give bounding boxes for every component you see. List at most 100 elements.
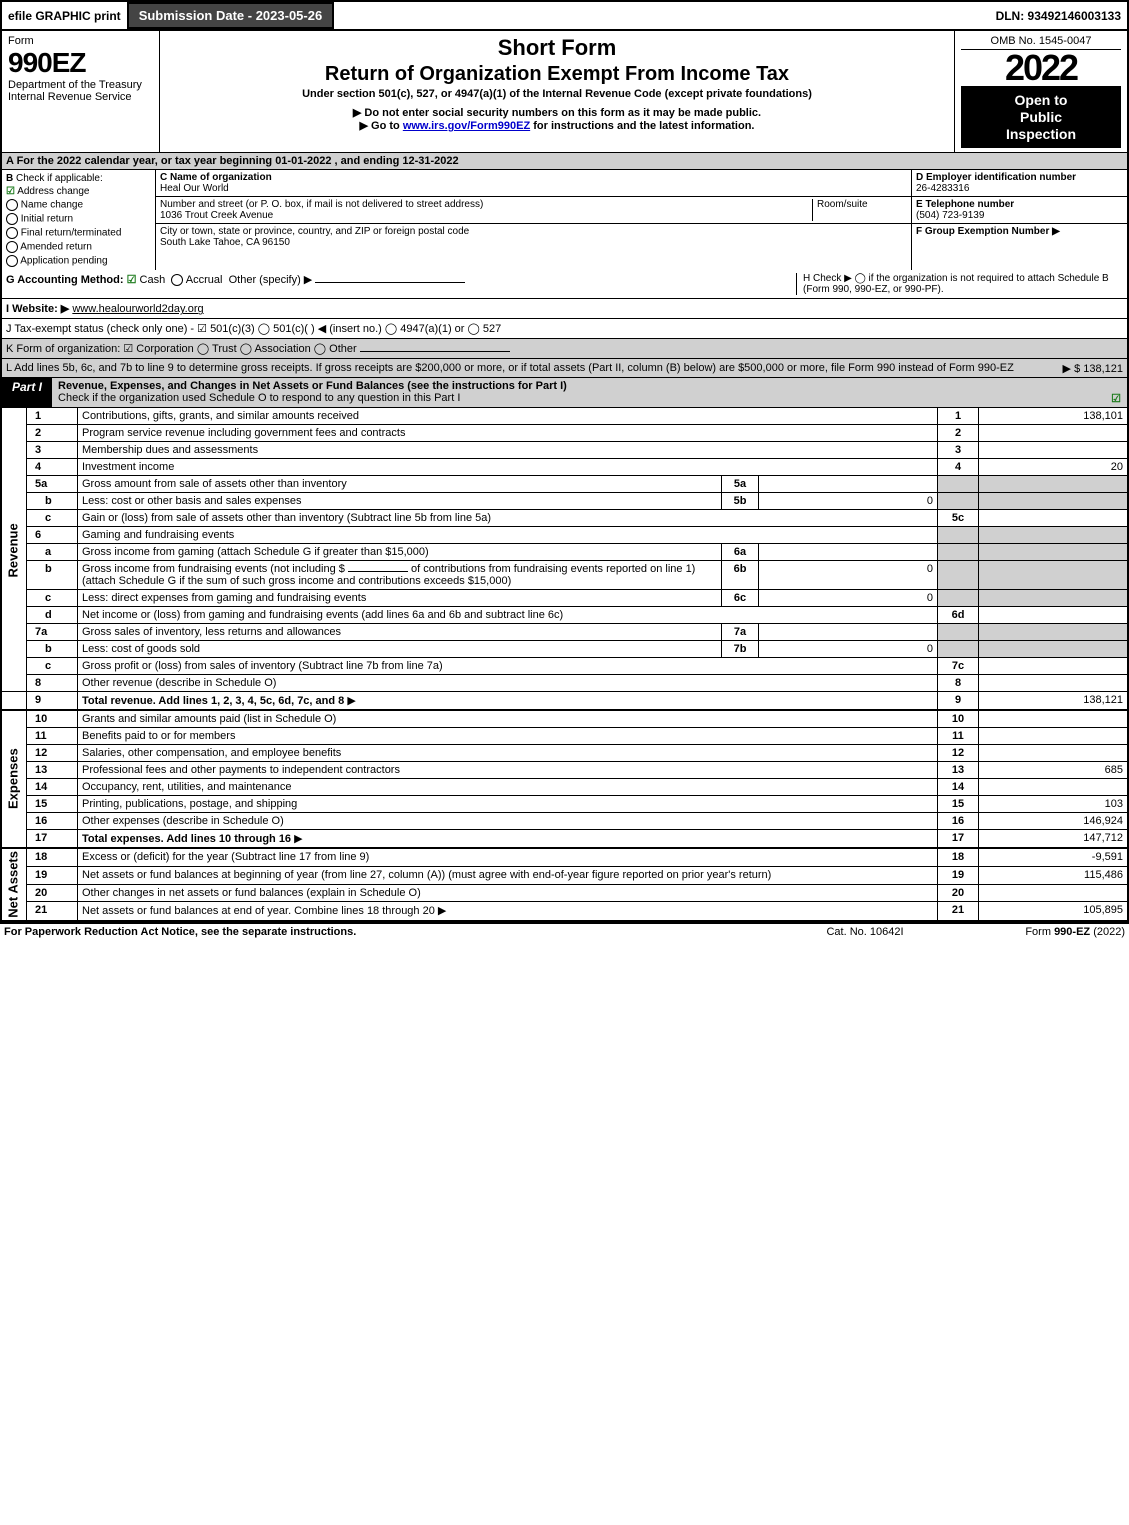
c-street-box: Number and street (or P. O. box, if mail… [156, 197, 911, 224]
dln: DLN: 93492146003133 [990, 7, 1127, 25]
info-grid: B Check if applicable: ☑ Address change … [0, 170, 1129, 270]
k-blank [360, 351, 510, 352]
tax-year: 2022 [961, 50, 1121, 86]
line-15: 15Printing, publications, postage, and s… [1, 796, 1128, 813]
section-b: B Check if applicable: ☑ Address change … [2, 170, 156, 270]
line-7a: 7aGross sales of inventory, less returns… [1, 624, 1128, 641]
checkmark-icon: ☑ [127, 274, 137, 286]
section-a: A For the 2022 calendar year, or tax yea… [0, 153, 1129, 170]
header-left: Form 990EZ Department of the Treasury In… [2, 31, 160, 152]
d-label: D Employer identification number [916, 172, 1076, 183]
form-header: Form 990EZ Department of the Treasury In… [0, 31, 1129, 153]
section-g: G Accounting Method: ☑ Cash Accrual Othe… [6, 273, 796, 295]
go-to: ▶ Go to www.irs.gov/Form990EZ for instru… [166, 119, 948, 132]
part1-title: Revenue, Expenses, and Changes in Net As… [52, 378, 1127, 407]
g-cash: Cash [140, 274, 166, 286]
part1-header: Part I Revenue, Expenses, and Changes in… [0, 378, 1129, 408]
e-label: E Telephone number [916, 199, 1014, 210]
g-label: G Accounting Method: [6, 274, 124, 286]
line-14: 14Occupancy, rent, utilities, and mainte… [1, 779, 1128, 796]
line-11: 11Benefits paid to or for members 11 [1, 728, 1128, 745]
line-19: 19Net assets or fund balances at beginni… [1, 867, 1128, 885]
f-box: F Group Exemption Number ▶ [912, 224, 1127, 239]
line-1: Revenue 1 Contributions, gifts, grants, … [1, 408, 1128, 425]
line-6b: bGross income from fundraising events (n… [1, 561, 1128, 590]
circle-icon [6, 199, 18, 211]
go-to-suffix: for instructions and the latest informat… [533, 120, 754, 132]
line-13: 13Professional fees and other payments t… [1, 762, 1128, 779]
form-label: Form [8, 35, 153, 47]
section-c: C Name of organization Heal Our World Nu… [156, 170, 912, 270]
b-label: B [6, 173, 13, 184]
line-5c: cGain or (loss) from sale of assets othe… [1, 510, 1128, 527]
part1-tab: Part I [2, 378, 52, 407]
line-6a: aGross income from gaming (attach Schedu… [1, 544, 1128, 561]
org-name: Heal Our World [160, 183, 229, 194]
k-text: K Form of organization: ☑ Corporation ◯ … [6, 343, 357, 355]
line-7c: cGross profit or (loss) from sales of in… [1, 658, 1128, 675]
circle-icon [6, 227, 18, 239]
c-street-label: Number and street (or P. O. box, if mail… [160, 199, 483, 210]
line-8: 8Other revenue (describe in Schedule O) … [1, 675, 1128, 692]
l-amount: ▶ $ 138,121 [1063, 362, 1123, 375]
efile-label: efile GRAPHIC print [2, 7, 127, 25]
footer-left: For Paperwork Reduction Act Notice, see … [4, 926, 765, 938]
section-a-text: A For the 2022 calendar year, or tax yea… [6, 155, 459, 167]
header-center: Short Form Return of Organization Exempt… [160, 31, 955, 152]
do-not-enter: ▶ Do not enter social security numbers o… [166, 106, 948, 119]
g-other: Other (specify) ▶ [229, 274, 313, 286]
c-city-label: City or town, state or province, country… [160, 226, 469, 237]
inspection: Inspection [965, 126, 1117, 143]
line-18: Net Assets 18Excess or (deficit) for the… [1, 848, 1128, 866]
b-initial-return: Initial return [6, 212, 151, 226]
org-street: 1036 Trout Creek Avenue [160, 210, 273, 221]
section-l: L Add lines 5b, 6c, and 7b to line 9 to … [0, 359, 1129, 378]
b-application-pending: Application pending [6, 254, 151, 268]
submission-date: Submission Date - 2023-05-26 [127, 2, 335, 29]
section-j: J Tax-exempt status (check only one) - ☑… [0, 319, 1129, 339]
return-title: Return of Organization Exempt From Incom… [166, 63, 948, 86]
under-section: Under section 501(c), 527, or 4947(a)(1)… [166, 88, 948, 100]
public: Public [965, 109, 1117, 126]
h-text: H Check ▶ ◯ if the organization is not r… [803, 273, 1109, 295]
f-label: F Group Exemption Number ▶ [916, 226, 1060, 237]
go-to-prefix: ▶ Go to [360, 120, 403, 132]
c-city-box: City or town, state or province, country… [156, 224, 911, 250]
open-to-public-badge: Open to Public Inspection [961, 86, 1121, 148]
room-label: Room/suite [817, 199, 868, 210]
line-6: 6Gaming and fundraising events [1, 527, 1128, 544]
circle-icon [6, 241, 18, 253]
line-10: Expenses 10Grants and similar amounts pa… [1, 710, 1128, 728]
line-6c: cLess: direct expenses from gaming and f… [1, 590, 1128, 607]
circle-icon [171, 274, 183, 286]
b-address-change: ☑ Address change [6, 185, 151, 198]
revenue-vert-label: Revenue [1, 408, 27, 692]
b-name-change: Name change [6, 198, 151, 212]
checkmark-icon: ☑ [6, 186, 15, 197]
b-final-return: Final return/terminated [6, 226, 151, 240]
part1-table: Revenue 1 Contributions, gifts, grants, … [0, 408, 1129, 922]
b-amended-return: Amended return [6, 240, 151, 254]
j-text: J Tax-exempt status (check only one) - ☑… [6, 322, 501, 335]
footer-form: Form 990-EZ (2022) [965, 926, 1125, 938]
section-gh: G Accounting Method: ☑ Cash Accrual Othe… [0, 270, 1129, 299]
section-def: D Employer identification number 26-4283… [912, 170, 1127, 270]
line-9: 9Total revenue. Add lines 1, 2, 3, 4, 5c… [1, 692, 1128, 711]
l-text: L Add lines 5b, 6c, and 7b to line 9 to … [6, 362, 1014, 374]
c-name-box: C Name of organization Heal Our World [156, 170, 911, 197]
section-i: I Website: ▶ www.healourworld2day.org [0, 299, 1129, 319]
g-other-blank [315, 282, 465, 283]
top-bar: efile GRAPHIC print Submission Date - 20… [0, 0, 1129, 31]
b-check-if: Check if applicable: [16, 173, 103, 184]
department: Department of the Treasury [8, 79, 153, 91]
line-20: 20Other changes in net assets or fund ba… [1, 884, 1128, 902]
6b-blank [348, 571, 408, 572]
line-2: 2Program service revenue including gover… [1, 425, 1128, 442]
irs-link[interactable]: www.irs.gov/Form990EZ [403, 120, 530, 132]
line-17: 17Total expenses. Add lines 10 through 1… [1, 830, 1128, 849]
line-6d: dNet income or (loss) from gaming and fu… [1, 607, 1128, 624]
irs-label: Internal Revenue Service [8, 91, 153, 103]
short-form-title: Short Form [166, 35, 948, 61]
g-accrual: Accrual [186, 274, 223, 286]
line-16: 16Other expenses (describe in Schedule O… [1, 813, 1128, 830]
